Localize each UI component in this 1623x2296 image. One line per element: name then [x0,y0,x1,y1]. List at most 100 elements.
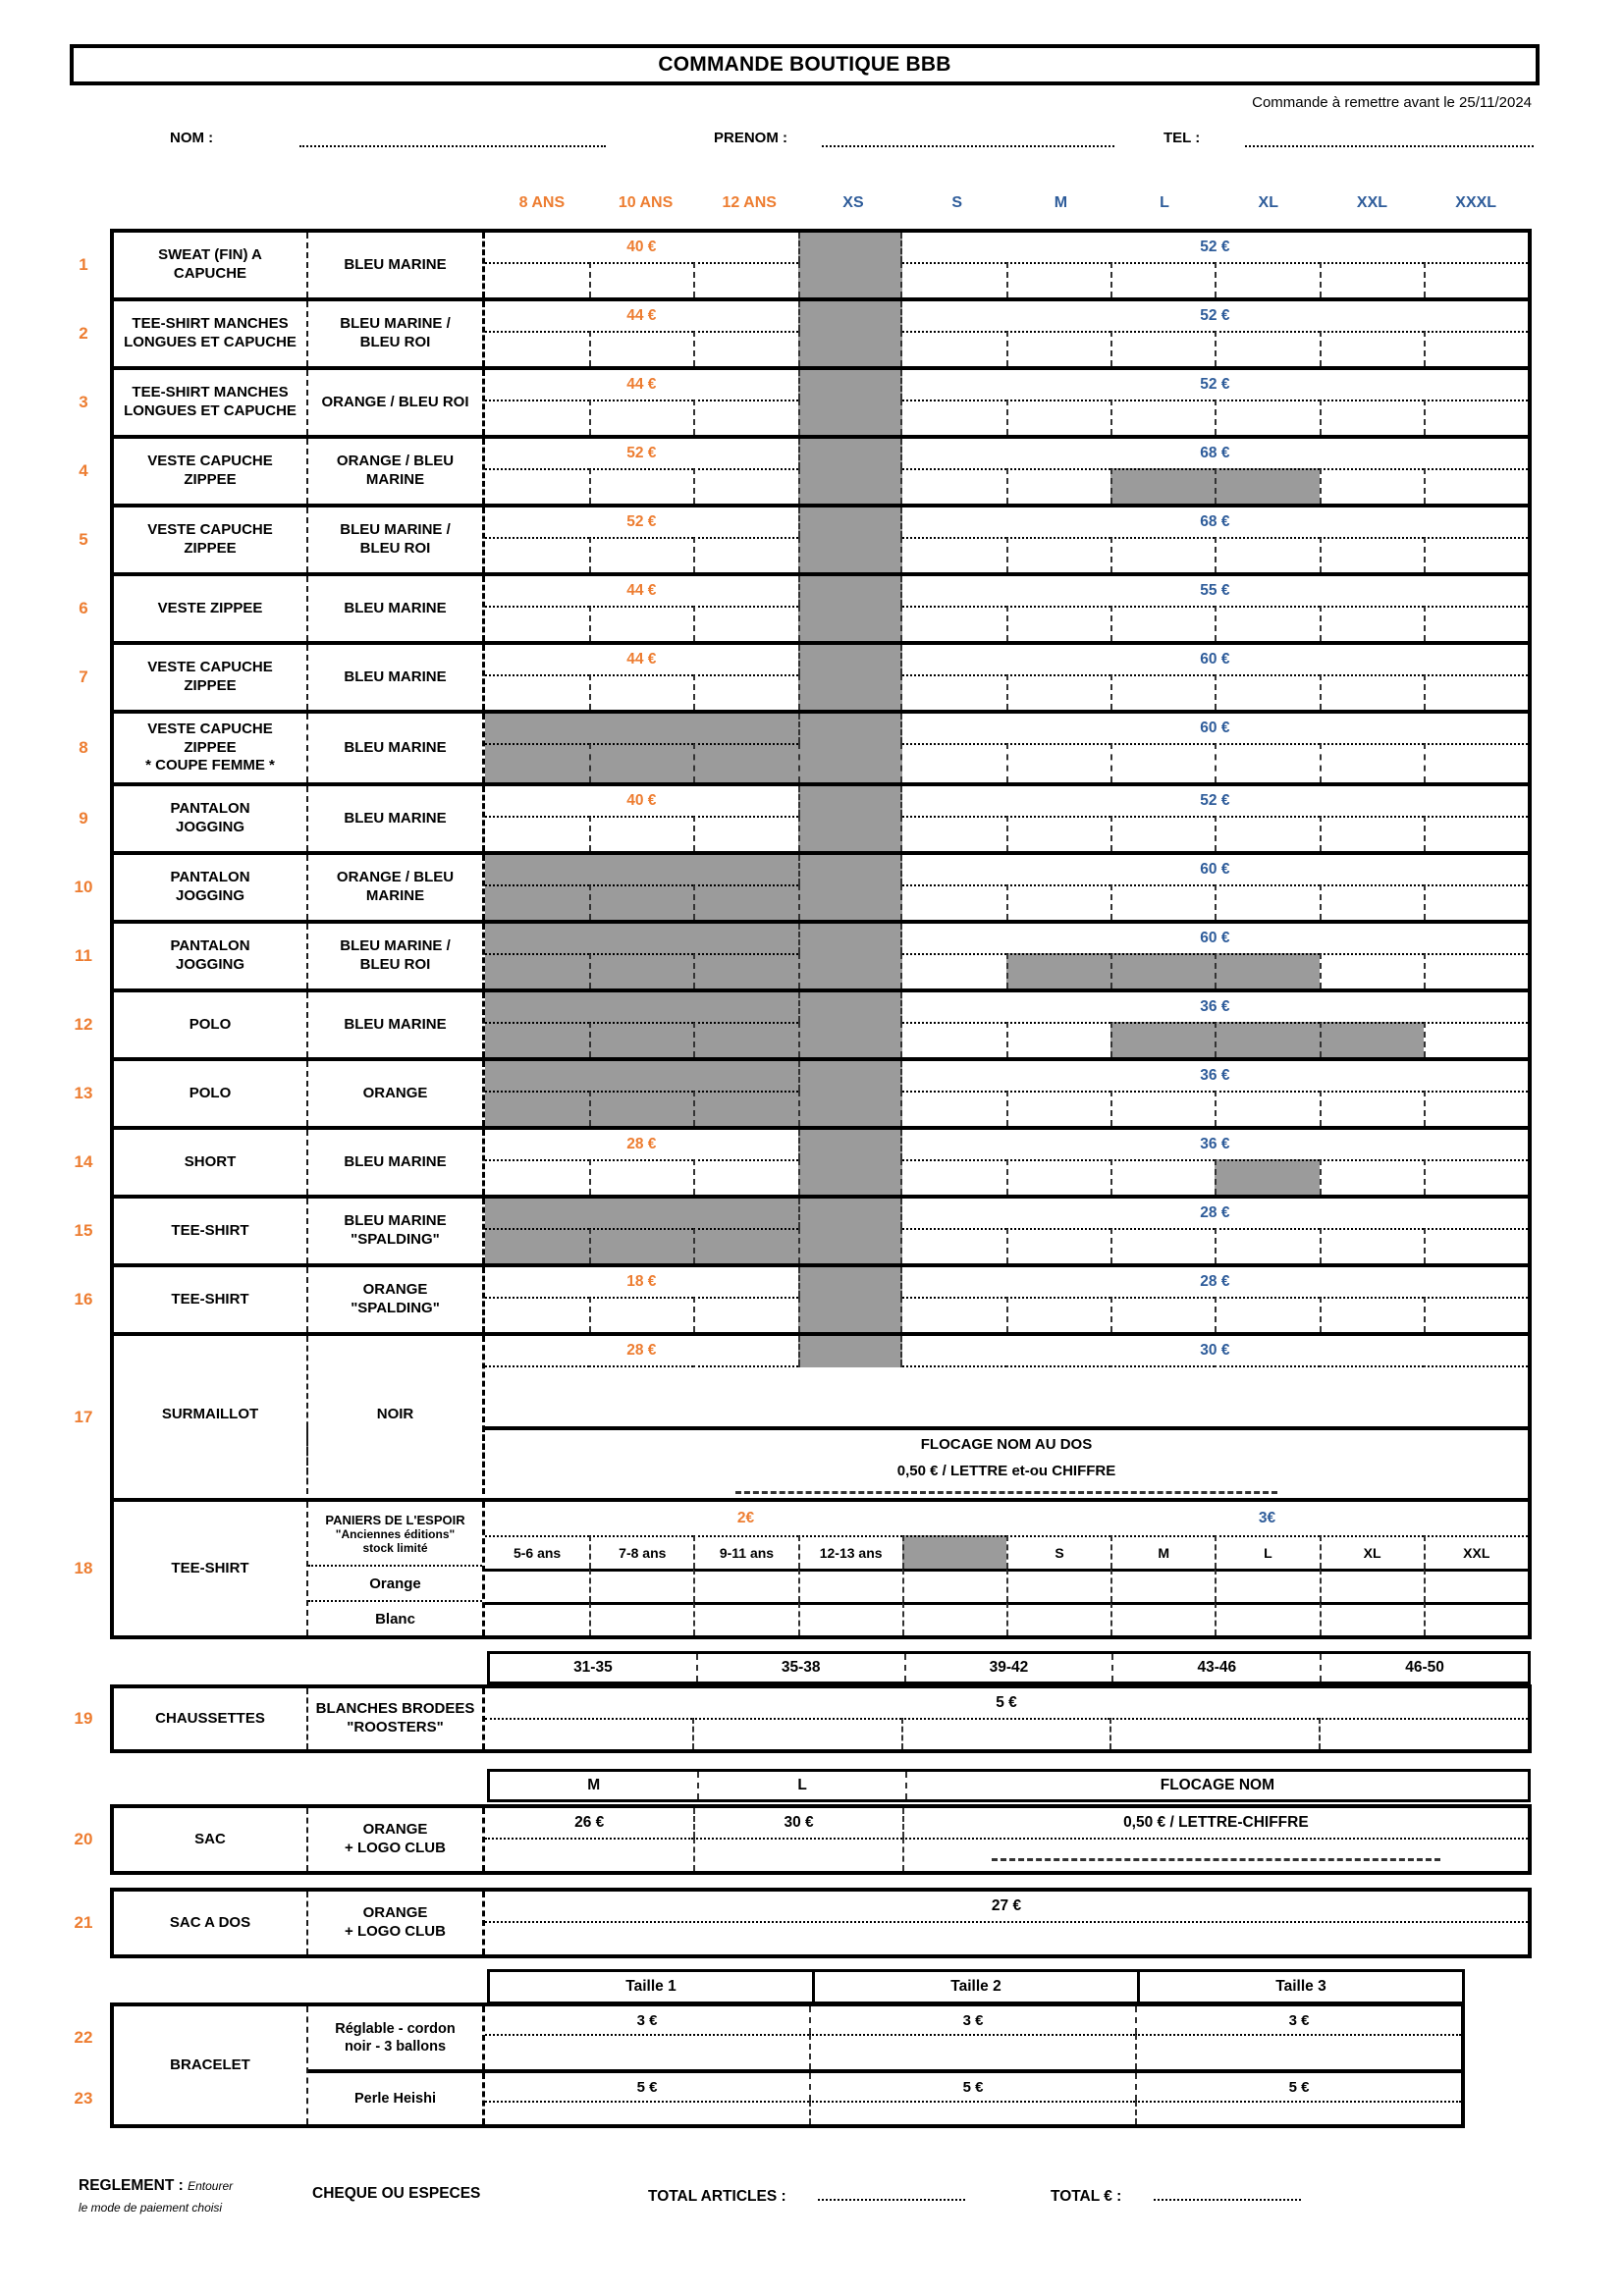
qty-cell-xxl[interactable] [1319,331,1424,366]
qty-cell-8-ans[interactable] [485,1365,590,1367]
qty-cell-xxxl[interactable] [1423,1091,1528,1126]
qty-cell-m[interactable] [1005,743,1111,782]
qty-cell-s[interactable] [901,331,1006,366]
qty-cell-xxl[interactable] [1319,262,1424,297]
qty-cell-xl[interactable] [1215,331,1320,366]
qty-cell-s[interactable] [901,1091,1006,1126]
qty-cell-orange-5-6-ans[interactable] [485,1569,590,1602]
qty-cell-l[interactable] [1110,1228,1216,1263]
qty-cell-xxl[interactable] [1319,468,1424,504]
qty-cell-12-ans[interactable] [693,1159,798,1195]
qty-cell-taille-1[interactable] [485,2034,809,2069]
qty-cell-m[interactable] [1005,1297,1111,1332]
qty-cell-8-ans[interactable] [485,1297,590,1332]
qty-cell-10-ans[interactable] [589,1365,694,1367]
qty-cell-10-ans[interactable] [589,537,694,572]
qty-cell-orange-xl[interactable] [1319,1569,1424,1602]
qty-cell-xxxl[interactable] [1423,884,1528,920]
qty-cell-s[interactable] [901,400,1006,435]
qty-cell-39-42[interactable] [900,1718,1110,1749]
qty-cell-xl[interactable] [1215,1297,1320,1332]
qty-cell-s[interactable] [901,674,1006,710]
qty-cell-s[interactable] [901,884,1006,920]
qty-cell-l[interactable] [1110,1091,1216,1126]
qty-cell-xxl[interactable] [1319,816,1424,851]
qty-cell-s[interactable] [901,606,1006,641]
qty-cell-10-ans[interactable] [589,262,694,297]
qty-cell-10-ans[interactable] [589,606,694,641]
nom-field[interactable] [299,128,606,147]
qty-cell-xxxl[interactable] [1423,468,1528,504]
qty-cell-m[interactable] [1005,400,1111,435]
qty-cell-xxxl[interactable] [1423,816,1528,851]
qty-cell-12-ans[interactable] [693,606,798,641]
qty-cell-xl[interactable] [1215,884,1320,920]
flocage-name-line[interactable] [991,1857,1441,1861]
qty-cell-8-ans[interactable] [485,400,590,435]
qty-cell-8-ans[interactable] [485,816,590,851]
qty-cell-l[interactable] [1110,537,1216,572]
qty-cell-m[interactable] [1005,1022,1111,1057]
qty-cell-s[interactable] [901,1365,1006,1367]
qty-cell-12-ans[interactable] [693,1297,798,1332]
qty-cell-l[interactable] [1110,1365,1216,1367]
qty-cell-10-ans[interactable] [589,1159,694,1195]
qty-cell-taille-1[interactable] [485,2101,809,2124]
qty-cell-orange-9-11-ans[interactable] [693,1569,798,1602]
qty-cell-taille-2[interactable] [809,2101,1135,2124]
qty-cell-s[interactable] [901,468,1006,504]
qty-cell-l[interactable] [1110,816,1216,851]
total-articles-field[interactable] [817,2185,965,2201]
qty-cell-12-ans[interactable] [693,674,798,710]
qty-cell-blanc-s[interactable] [1005,1602,1111,1635]
qty-cell-8-ans[interactable] [485,674,590,710]
qty-cell-blanc-12-13-ans[interactable] [797,1602,902,1635]
qty-cell-m[interactable] [1005,606,1111,641]
qty-cell-l[interactable] [1110,400,1216,435]
qty-cell-xl[interactable] [1215,743,1320,782]
qty-cell-blanc-7-8-ans[interactable] [589,1602,694,1635]
qty-cell-xxxl[interactable] [1423,331,1528,366]
qty-cell-xxxl[interactable] [1423,400,1528,435]
qty-cell-m[interactable] [1005,331,1111,366]
qty-cell-xl[interactable] [1215,262,1320,297]
qty-cell-8-ans[interactable] [485,262,590,297]
qty-cell-xxl[interactable] [1319,1365,1424,1367]
qty-cell-xxxl[interactable] [1423,1365,1528,1367]
qty-cell-8-ans[interactable] [485,331,590,366]
qty-cell-orange-s[interactable] [1005,1569,1111,1602]
qty-cell-10-ans[interactable] [589,400,694,435]
qty-cell-s[interactable] [901,1228,1006,1263]
qty-cell-l[interactable] [1110,743,1216,782]
qty-cell-xl[interactable] [1215,400,1320,435]
qty-cell-xl[interactable] [1215,674,1320,710]
qty-cell-blanc-m[interactable] [1110,1602,1216,1635]
qty-cell-xl[interactable] [1215,1091,1320,1126]
qty-cell-m[interactable] [1005,1365,1111,1367]
tel-field[interactable] [1245,128,1534,147]
qty-cell-10-ans[interactable] [589,331,694,366]
qty-cell-m[interactable] [1005,674,1111,710]
qty-cell-m[interactable] [1005,884,1111,920]
qty-cell-s[interactable] [901,262,1006,297]
qty-cell-xxl[interactable] [1319,953,1424,988]
qty-cell-m[interactable] [1005,468,1111,504]
qty-cell-43-46[interactable] [1109,1718,1320,1749]
qty-cell-xxl[interactable] [1319,400,1424,435]
qty-cell-m[interactable] [1005,262,1111,297]
qty-cell-m[interactable] [1005,816,1111,851]
qty-cell-xl[interactable] [1215,1365,1320,1367]
qty-cell-m[interactable] [1005,1159,1111,1195]
qty-cell-35-38[interactable] [691,1718,901,1749]
qty-cell-xl[interactable] [1215,1228,1320,1263]
qty-cell-xxxl[interactable] [1423,262,1528,297]
qty-cell-orange-7-8-ans[interactable] [589,1569,694,1602]
qty-cell-orange-m[interactable] [1110,1569,1216,1602]
qty-cell-xxxl[interactable] [1423,953,1528,988]
qty-cell-xxl[interactable] [1319,606,1424,641]
qty-cell-xxl[interactable] [1319,1091,1424,1126]
qty-cell-xl[interactable] [1215,537,1320,572]
qty-cell-10-ans[interactable] [589,468,694,504]
qty-cell-blanc-9-11-ans[interactable] [693,1602,798,1635]
qty-cell-s[interactable] [901,816,1006,851]
